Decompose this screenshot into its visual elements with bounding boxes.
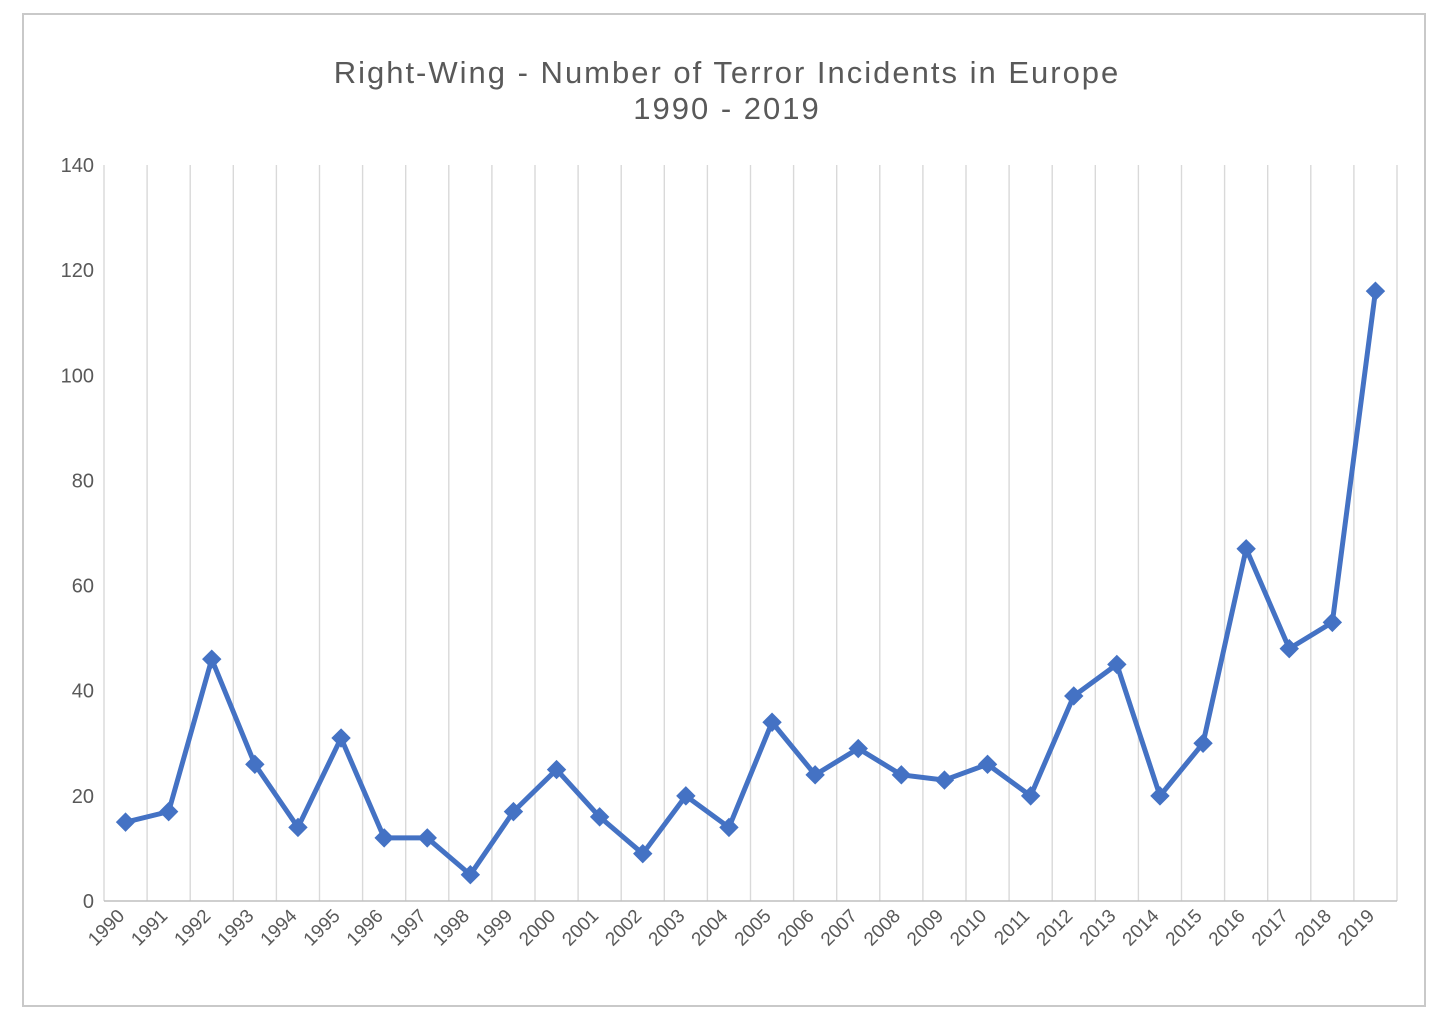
data-point-marker <box>1193 733 1213 753</box>
x-tick-label: 2004 <box>688 905 733 950</box>
data-point-marker <box>589 807 610 827</box>
y-tick-label: 120 <box>61 260 94 282</box>
y-tick-label: 20 <box>72 786 94 808</box>
x-tick-label: 2001 <box>558 906 603 951</box>
data-point-marker <box>417 828 437 848</box>
x-tick-label: 1991 <box>127 906 172 951</box>
chart-frame <box>22 13 1426 1007</box>
data-point-marker <box>115 812 136 832</box>
data-point-marker <box>805 765 825 785</box>
data-point-marker <box>1020 786 1041 806</box>
series-line <box>123 288 1378 878</box>
series-layer <box>115 281 1386 885</box>
data-point-marker <box>676 786 696 806</box>
data-point-marker <box>374 828 394 848</box>
data-point-marker <box>245 754 265 775</box>
x-tick-label: 1995 <box>300 906 345 951</box>
x-tick-label: 2007 <box>817 906 862 951</box>
data-point-marker <box>331 728 351 748</box>
y-tick-label: 80 <box>72 470 94 492</box>
x-tick-label: 1998 <box>429 906 474 951</box>
data-point-marker <box>1365 281 1386 301</box>
x-tick-label: 1994 <box>257 905 302 950</box>
x-tick-label: 2018 <box>1291 906 1336 951</box>
data-point-marker <box>460 865 481 885</box>
x-tick-label: 1993 <box>214 906 259 951</box>
x-tick-label: 2016 <box>1205 906 1250 951</box>
chart-title-line1: Right-Wing - Number of Terror Incidents … <box>333 55 1121 90</box>
x-tick-label: 2005 <box>731 906 776 951</box>
x-tick-label: 2012 <box>1033 906 1078 951</box>
data-point-marker <box>762 712 782 732</box>
chart-title-line2: 1990 - 2019 <box>633 91 821 126</box>
x-tick-label: 2014 <box>1119 905 1164 950</box>
data-point-marker <box>288 817 308 838</box>
data-point-marker <box>1150 786 1170 806</box>
data-point-marker <box>1322 612 1343 633</box>
y-tick-label: 100 <box>61 365 94 387</box>
x-tick-label: 1999 <box>472 906 517 951</box>
x-tick-label: 2013 <box>1076 906 1121 951</box>
data-point-marker <box>1107 654 1127 675</box>
data-point-marker <box>503 801 524 822</box>
x-tick-label: 2010 <box>946 906 991 951</box>
x-tick-label: 2008 <box>860 906 905 951</box>
data-point-marker <box>546 759 567 780</box>
data-point-marker <box>158 801 179 822</box>
y-tick-label: 140 <box>61 155 94 177</box>
y-tick-label: 60 <box>72 576 94 598</box>
x-axis-tick-labels: 1990199119921993199419951996199719981999… <box>84 905 1379 950</box>
data-point-marker <box>848 738 868 759</box>
data-point-marker <box>1279 638 1299 659</box>
chart-title: Right-Wing - Number of Terror Incidents … <box>0 55 1454 127</box>
data-point-marker <box>719 817 739 838</box>
x-tick-label: 2015 <box>1162 906 1207 951</box>
data-point-marker <box>1236 539 1256 559</box>
x-tick-label: 1997 <box>386 906 431 951</box>
x-tick-label: 2011 <box>990 906 1034 950</box>
y-tick-label: 40 <box>72 681 94 703</box>
x-tick-label: 1992 <box>171 906 216 951</box>
x-tick-label: 2003 <box>645 906 690 951</box>
gridlines <box>103 165 1398 901</box>
x-tick-label: 2009 <box>903 906 948 951</box>
x-tick-label: 1996 <box>343 906 388 951</box>
data-point-marker <box>633 843 653 864</box>
y-tick-label: 0 <box>83 891 94 913</box>
data-point-marker <box>891 765 912 785</box>
y-axis-tick-labels: 0 20 40 60 80 100 120 140 <box>61 155 94 913</box>
data-point-marker <box>934 770 955 790</box>
x-tick-label: 2002 <box>602 906 647 951</box>
data-point-marker <box>1064 686 1084 706</box>
data-point-marker <box>977 754 998 775</box>
x-tick-label: 2006 <box>774 906 819 951</box>
x-tick-label: 2000 <box>515 906 560 951</box>
x-tick-label: 2017 <box>1248 906 1293 951</box>
data-point-marker <box>202 649 222 669</box>
x-tick-label: 2019 <box>1334 906 1379 951</box>
